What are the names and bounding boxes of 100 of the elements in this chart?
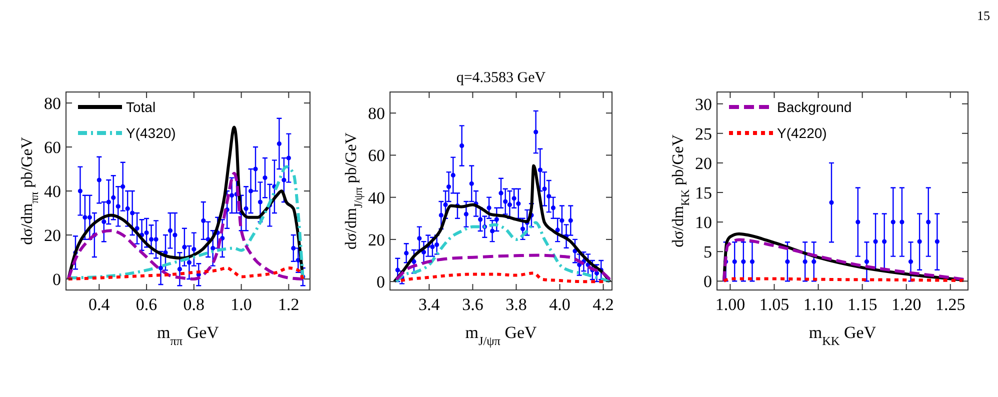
point [111, 195, 116, 200]
x-axis-title: m$_{J/ψπ}$ GeV [465, 323, 538, 348]
x-tick-label: 1.0 [230, 295, 252, 314]
point [291, 246, 296, 250]
x-tick-label: 1.25 [936, 295, 966, 314]
point [741, 259, 746, 264]
point [785, 259, 790, 264]
y-tick-label: 20 [44, 226, 61, 245]
y-tick-label: 0 [376, 272, 385, 292]
point [102, 220, 106, 224]
point [926, 220, 931, 224]
chart-title: q=4.3583 GeV [456, 70, 546, 86]
legend-label: Background [777, 99, 852, 115]
legend-label: Y(4320) [126, 125, 176, 141]
text: 15 [977, 8, 990, 23]
point [192, 247, 196, 252]
point [873, 239, 878, 244]
point [201, 218, 206, 223]
y-tick-label: 5 [704, 242, 712, 262]
y-tick-label: 30 [695, 94, 712, 114]
point [546, 194, 552, 199]
point [864, 259, 870, 264]
point [507, 202, 512, 207]
point [82, 215, 88, 220]
point [469, 181, 474, 186]
point [542, 186, 547, 192]
point [568, 218, 573, 223]
x-tick-label: 1.2 [278, 295, 300, 314]
point [486, 206, 492, 210]
point [503, 199, 508, 204]
point [882, 239, 887, 244]
point [210, 246, 216, 250]
x-tick-label: 1.00 [715, 295, 746, 314]
point [134, 226, 140, 231]
x-tick-label: 4.0 [549, 295, 570, 314]
point [464, 212, 468, 216]
point [450, 172, 456, 178]
point [116, 204, 120, 209]
point [421, 250, 426, 254]
x-tick-label: 3.8 [506, 295, 527, 314]
x-tick-label: 1.15 [847, 295, 878, 314]
legend-label: Total [126, 99, 156, 115]
point [125, 206, 130, 211]
legend-label: Y(4220) [777, 125, 827, 141]
x-tick-label: 1.10 [803, 295, 834, 314]
y-tick-label: 40 [368, 188, 385, 208]
point [186, 260, 192, 265]
y-tick-label: 80 [44, 94, 61, 113]
line-series [395, 221, 612, 284]
point [286, 156, 291, 160]
y-tick-label: 0 [52, 270, 61, 289]
line-series [395, 254, 612, 281]
line-series [392, 164, 612, 284]
point [172, 232, 178, 238]
y-tick-label: 20 [368, 230, 385, 250]
point [934, 239, 940, 244]
y-tick-label: 80 [368, 104, 385, 124]
point [917, 239, 922, 244]
point [434, 242, 440, 248]
point [550, 206, 556, 210]
point [534, 130, 538, 134]
point [460, 143, 464, 148]
x-axis-title: m$_{KK}$ GeV [808, 323, 877, 348]
line-series [66, 266, 304, 280]
x-tick-label: 0.4 [88, 295, 110, 314]
y-tick-label: 10 [695, 213, 712, 232]
y-tick-label: 60 [368, 146, 385, 166]
point [177, 266, 182, 272]
x-tick-label: 1.20 [891, 295, 922, 314]
point [443, 202, 448, 207]
point [478, 217, 483, 222]
point [404, 250, 409, 256]
y-tick-label: 60 [44, 138, 61, 157]
point [498, 190, 504, 196]
point [248, 188, 254, 194]
point [438, 212, 444, 218]
point [148, 237, 154, 242]
point [154, 237, 158, 242]
point [282, 178, 286, 182]
point [520, 226, 526, 232]
point [106, 200, 111, 204]
point [829, 200, 834, 205]
point [144, 230, 149, 236]
point [244, 206, 248, 211]
y-tick-label: 40 [44, 182, 61, 201]
point [900, 220, 904, 224]
point [120, 184, 126, 189]
y-tick-label: 25 [695, 124, 712, 144]
point [276, 141, 282, 146]
point [908, 259, 914, 264]
point [96, 178, 102, 182]
x-tick-label: 4.2 [592, 295, 614, 314]
point [750, 259, 755, 264]
x-tick-label: 0.6 [136, 295, 158, 314]
point [812, 259, 816, 264]
point [230, 193, 234, 198]
point [516, 201, 521, 206]
x-tick-label: 1.05 [759, 295, 790, 314]
x-tick-label: 3.6 [462, 295, 484, 314]
y-tick-label: 15 [695, 183, 712, 202]
